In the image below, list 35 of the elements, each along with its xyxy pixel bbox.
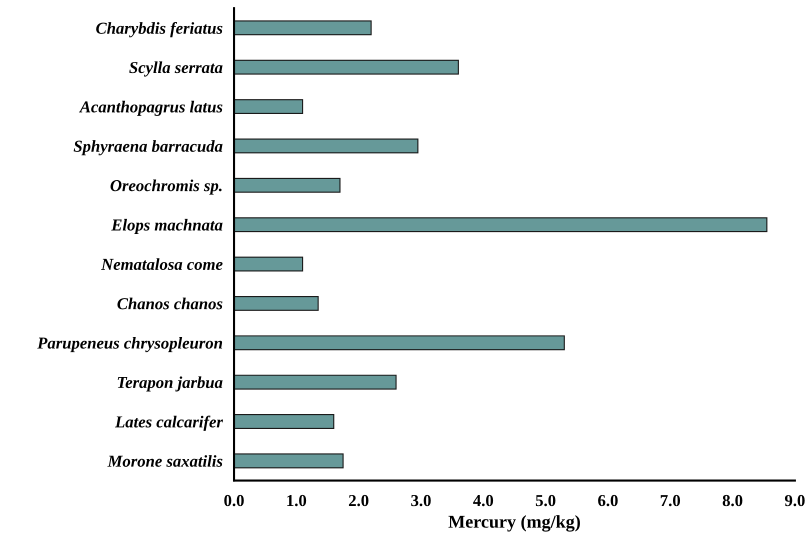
x-axis-title: Mercury (mg/kg) [448, 515, 580, 532]
x-tick-label: 4.0 [473, 494, 494, 506]
bar [234, 374, 397, 390]
y-tick-label: Elops machnata [111, 218, 223, 234]
bar [234, 138, 418, 154]
bar [234, 256, 304, 272]
bar [234, 335, 565, 350]
x-tick-label: 9.0 [784, 494, 805, 506]
x-tick-label: 8.0 [722, 494, 742, 506]
y-tick-label: Oreochromis sp. [110, 180, 222, 195]
y-tick-label: Scylla serrata [129, 61, 223, 77]
bar [234, 99, 304, 114]
x-tick-label: 0.0 [224, 494, 244, 506]
y-tick-label: Terapon jarbua [118, 376, 223, 392]
y-tick-label: Charybdis feriatus [96, 22, 222, 38]
y-tick-label: Nematalosa come [101, 258, 223, 270]
bar [234, 217, 768, 232]
y-tick-label: Lates calcarifer [114, 416, 224, 431]
bar [234, 60, 459, 75]
bar [234, 20, 372, 36]
y-tick-label: Parupeneus chrysopleuron [37, 336, 222, 352]
x-tick-label: 7.0 [660, 494, 680, 506]
y-tick-label: Morone saxatilis [107, 455, 222, 467]
x-tick-label: 1.0 [287, 494, 306, 506]
y-tick-label: Sphyraena barracuda [74, 140, 223, 156]
bar [234, 453, 344, 468]
bar [234, 296, 319, 311]
y-tick-label: Chanos chanos [117, 298, 222, 310]
x-tick-label: 6.0 [598, 494, 618, 506]
y-tick-label: Acanthopagrus latus [78, 100, 222, 116]
bar [234, 414, 334, 429]
bar [234, 178, 341, 193]
x-tick-label: 2.0 [348, 494, 368, 506]
x-tick-label: 3.0 [411, 494, 431, 506]
x-tick-label: 5.0 [536, 494, 556, 506]
